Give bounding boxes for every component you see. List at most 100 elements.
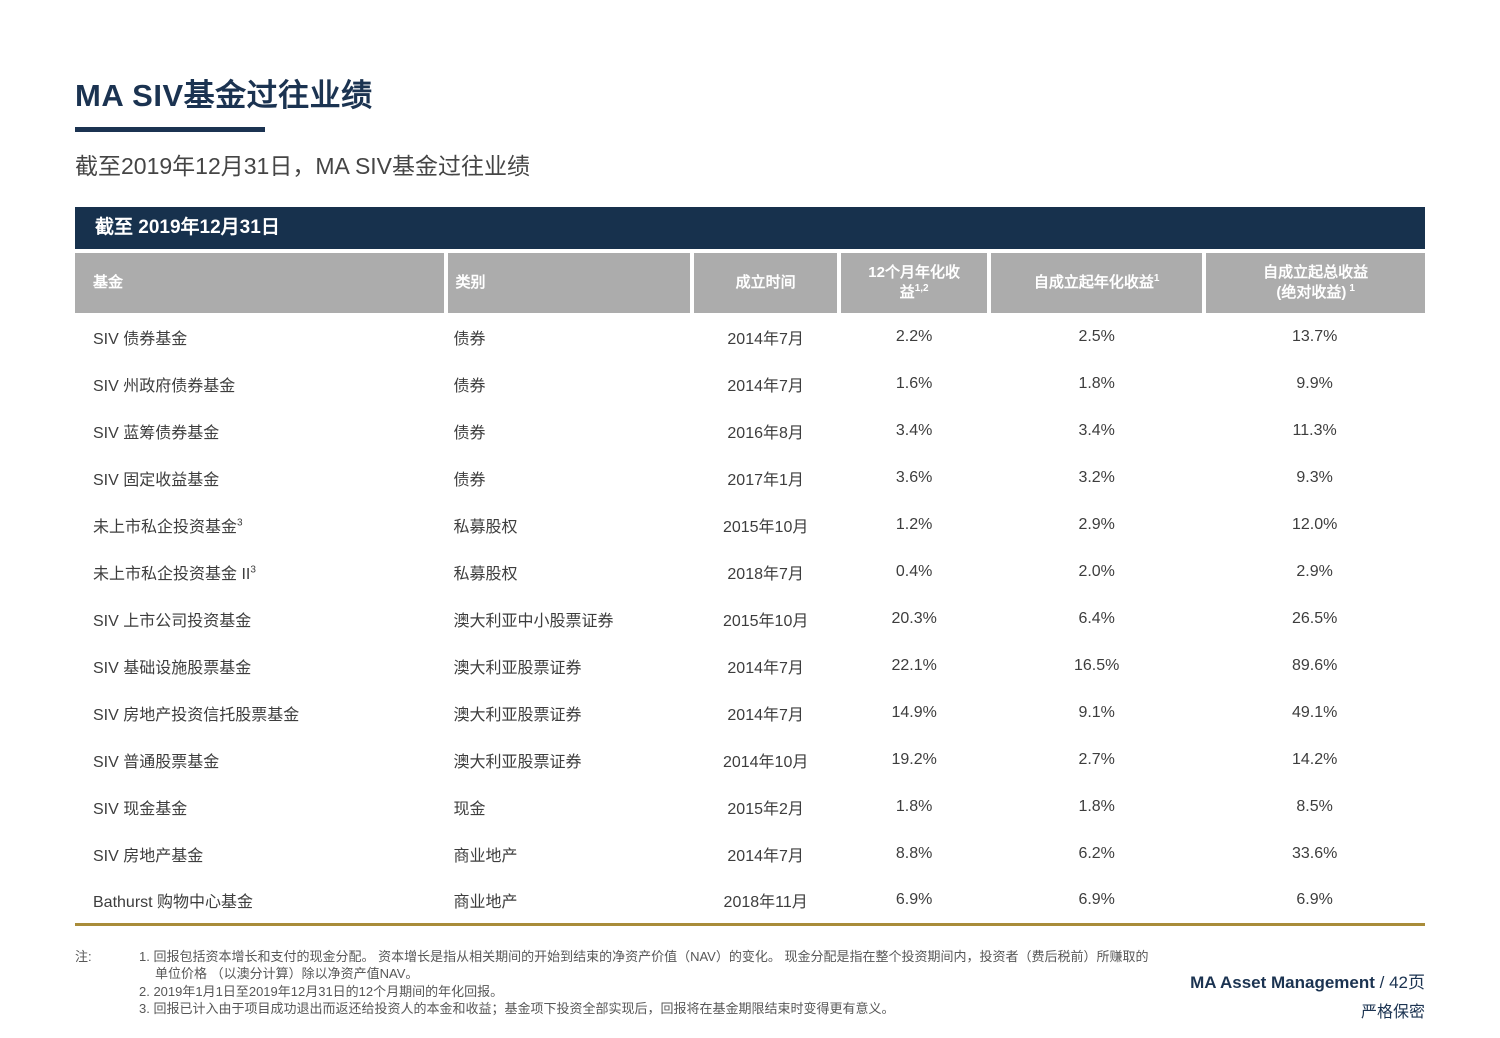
fund-name-cell: SIV 基础设施股票基金 bbox=[75, 642, 446, 689]
return-12m-cell: 6.9% bbox=[839, 877, 990, 924]
notes-body: 1. 回报包括资本增长和支付的现金分配。 资本增长是指从相关期间的开始到结束的净… bbox=[139, 948, 1264, 1018]
table-row: SIV 债券基金 债券 2014年7月 2.2% 2.5% 13.7% bbox=[75, 313, 1425, 360]
since-inception-total-cell: 6.9% bbox=[1204, 877, 1425, 924]
category-cell: 私募股权 bbox=[445, 501, 693, 548]
fund-name-cell: SIV 上市公司投资基金 bbox=[75, 595, 446, 642]
inception-date-cell: 2018年11月 bbox=[692, 877, 840, 924]
since-inception-annualized-cell: 3.2% bbox=[989, 454, 1205, 501]
fund-name-cell: SIV 现金基金 bbox=[75, 783, 446, 830]
since-inception-annualized-cell: 1.8% bbox=[989, 360, 1205, 407]
fund-name-cell: SIV 蓝筹债券基金 bbox=[75, 407, 446, 454]
inception-date-cell: 2014年10月 bbox=[692, 736, 840, 783]
inception-date-cell: 2015年10月 bbox=[692, 501, 840, 548]
since-inception-annualized-cell: 2.9% bbox=[989, 501, 1205, 548]
page-subtitle: 截至2019年12月31日，MA SIV基金过往业绩 bbox=[75, 153, 531, 179]
table-row: SIV 上市公司投资基金 澳大利亚中小股票证券 2015年10月 20.3% 6… bbox=[75, 595, 1425, 642]
category-cell: 澳大利亚股票证券 bbox=[445, 736, 693, 783]
since-inception-total-cell: 9.3% bbox=[1204, 454, 1425, 501]
title-underline bbox=[75, 127, 265, 132]
since-inception-annualized-cell: 9.1% bbox=[989, 689, 1205, 736]
table-row: SIV 固定收益基金 债券 2017年1月 3.6% 3.2% 9.3% bbox=[75, 454, 1425, 501]
category-cell: 债券 bbox=[445, 407, 693, 454]
category-cell: 现金 bbox=[445, 783, 693, 830]
inception-date-cell: 2015年10月 bbox=[692, 595, 840, 642]
return-12m-cell: 3.6% bbox=[839, 454, 990, 501]
fund-name-cell: SIV 房地产基金 bbox=[75, 830, 446, 877]
col-header-since-inception-annualized: 自成立起年化收益1 bbox=[987, 253, 1205, 313]
since-inception-total-cell: 26.5% bbox=[1204, 595, 1425, 642]
fund-name-cell: SIV 债券基金 bbox=[75, 313, 446, 360]
table-row: 未上市私企投资基金 II3 私募股权 2018年7月 0.4% 2.0% 2.9… bbox=[75, 548, 1425, 595]
inception-date-cell: 2017年1月 bbox=[692, 454, 840, 501]
col-header-return-12m: 12个月年化收益1,2 bbox=[837, 253, 990, 313]
return-12m-cell: 19.2% bbox=[839, 736, 990, 783]
note-line-1: 1. 回报包括资本增长和支付的现金分配。 资本增长是指从相关期间的开始到结束的净… bbox=[139, 948, 1149, 964]
since-inception-total-cell: 8.5% bbox=[1204, 783, 1425, 830]
performance-table: 基金 类别 成立时间 12个月年化收益1,2 自成立起年化收益1 自成立起总收益… bbox=[75, 253, 1425, 926]
since-inception-total-cell: 49.1% bbox=[1204, 689, 1425, 736]
category-cell: 澳大利亚股票证券 bbox=[445, 642, 693, 689]
col-header-category: 类别 bbox=[443, 253, 693, 313]
page-number: / 42页 bbox=[1374, 973, 1425, 992]
inception-date-cell: 2014年7月 bbox=[692, 313, 840, 360]
return-12m-cell: 8.8% bbox=[839, 830, 990, 877]
table-row: 未上市私企投资基金3 私募股权 2015年10月 1.2% 2.9% 12.0% bbox=[75, 501, 1425, 548]
since-inception-annualized-cell: 2.0% bbox=[989, 548, 1205, 595]
table-row: SIV 基础设施股票基金 澳大利亚股票证券 2014年7月 22.1% 16.5… bbox=[75, 642, 1425, 689]
return-12m-cell: 1.8% bbox=[839, 783, 990, 830]
fund-name-cell: SIV 州政府债券基金 bbox=[75, 360, 446, 407]
return-12m-cell: 22.1% bbox=[839, 642, 990, 689]
return-12m-cell: 14.9% bbox=[839, 689, 990, 736]
since-inception-total-cell: 11.3% bbox=[1204, 407, 1425, 454]
return-12m-cell: 0.4% bbox=[839, 548, 990, 595]
col-header-inception: 成立时间 bbox=[690, 253, 840, 313]
return-12m-cell: 1.2% bbox=[839, 501, 990, 548]
table-row: SIV 普通股票基金 澳大利亚股票证券 2014年10月 19.2% 2.7% … bbox=[75, 736, 1425, 783]
table-row: SIV 蓝筹债券基金 债券 2016年8月 3.4% 3.4% 11.3% bbox=[75, 407, 1425, 454]
fund-name-cell: 未上市私企投资基金3 bbox=[75, 501, 446, 548]
category-cell: 私募股权 bbox=[445, 548, 693, 595]
since-inception-annualized-cell: 16.5% bbox=[989, 642, 1205, 689]
table-header-row: 基金 类别 成立时间 12个月年化收益1,2 自成立起年化收益1 自成立起总收益… bbox=[75, 253, 1425, 313]
since-inception-annualized-cell: 2.5% bbox=[989, 313, 1205, 360]
table-row: SIV 现金基金 现金 2015年2月 1.8% 1.8% 8.5% bbox=[75, 783, 1425, 830]
page-title: MA SIV基金过往业绩 bbox=[75, 78, 373, 113]
category-cell: 债券 bbox=[445, 360, 693, 407]
inception-date-cell: 2014年7月 bbox=[692, 360, 840, 407]
inception-date-cell: 2015年2月 bbox=[692, 783, 840, 830]
return-12m-cell: 20.3% bbox=[839, 595, 990, 642]
since-inception-total-cell: 13.7% bbox=[1204, 313, 1425, 360]
since-inception-total-cell: 9.9% bbox=[1204, 360, 1425, 407]
table-banner: 截至 2019年12月31日 bbox=[75, 207, 1425, 249]
col-header-since-inception-total: 自成立起总收益 (绝对收益) 1 bbox=[1202, 253, 1425, 313]
page-footer: MA Asset Management / 42页 严格保密 bbox=[1190, 968, 1425, 1022]
return-12m-cell: 2.2% bbox=[839, 313, 990, 360]
fund-name-cell: SIV 普通股票基金 bbox=[75, 736, 446, 783]
since-inception-total-cell: 2.9% bbox=[1204, 548, 1425, 595]
category-cell: 澳大利亚股票证券 bbox=[445, 689, 693, 736]
col-header-fund: 基金 bbox=[75, 253, 446, 313]
since-inception-total-cell: 14.2% bbox=[1204, 736, 1425, 783]
inception-date-cell: 2018年7月 bbox=[692, 548, 840, 595]
return-12m-cell: 3.4% bbox=[839, 407, 990, 454]
return-12m-cell: 1.6% bbox=[839, 360, 990, 407]
inception-date-cell: 2014年7月 bbox=[692, 689, 840, 736]
since-inception-total-cell: 33.6% bbox=[1204, 830, 1425, 877]
since-inception-annualized-cell: 6.2% bbox=[989, 830, 1205, 877]
since-inception-annualized-cell: 6.9% bbox=[989, 877, 1205, 924]
note-line-1-continued: 单位价格 （以澳分计算）除以净资产值NAV。 bbox=[155, 966, 419, 981]
since-inception-annualized-cell: 3.4% bbox=[989, 407, 1205, 454]
since-inception-annualized-cell: 2.7% bbox=[989, 736, 1205, 783]
confidential-label: 严格保密 bbox=[1360, 1004, 1425, 1021]
table-body: SIV 债券基金 债券 2014年7月 2.2% 2.5% 13.7% SIV … bbox=[75, 313, 1425, 924]
since-inception-annualized-cell: 6.4% bbox=[989, 595, 1205, 642]
since-inception-total-cell: 89.6% bbox=[1204, 642, 1425, 689]
table-row: SIV 房地产投资信托股票基金 澳大利亚股票证券 2014年7月 14.9% 9… bbox=[75, 689, 1425, 736]
fund-name-cell: Bathurst 购物中心基金 bbox=[75, 877, 446, 924]
category-cell: 债券 bbox=[445, 454, 693, 501]
notes-label: 注: bbox=[75, 948, 92, 964]
table-row: SIV 州政府债券基金 债券 2014年7月 1.6% 1.8% 9.9% bbox=[75, 360, 1425, 407]
table-row: SIV 房地产基金 商业地产 2014年7月 8.8% 6.2% 33.6% bbox=[75, 830, 1425, 877]
brand-name: MA Asset Management bbox=[1190, 973, 1375, 992]
